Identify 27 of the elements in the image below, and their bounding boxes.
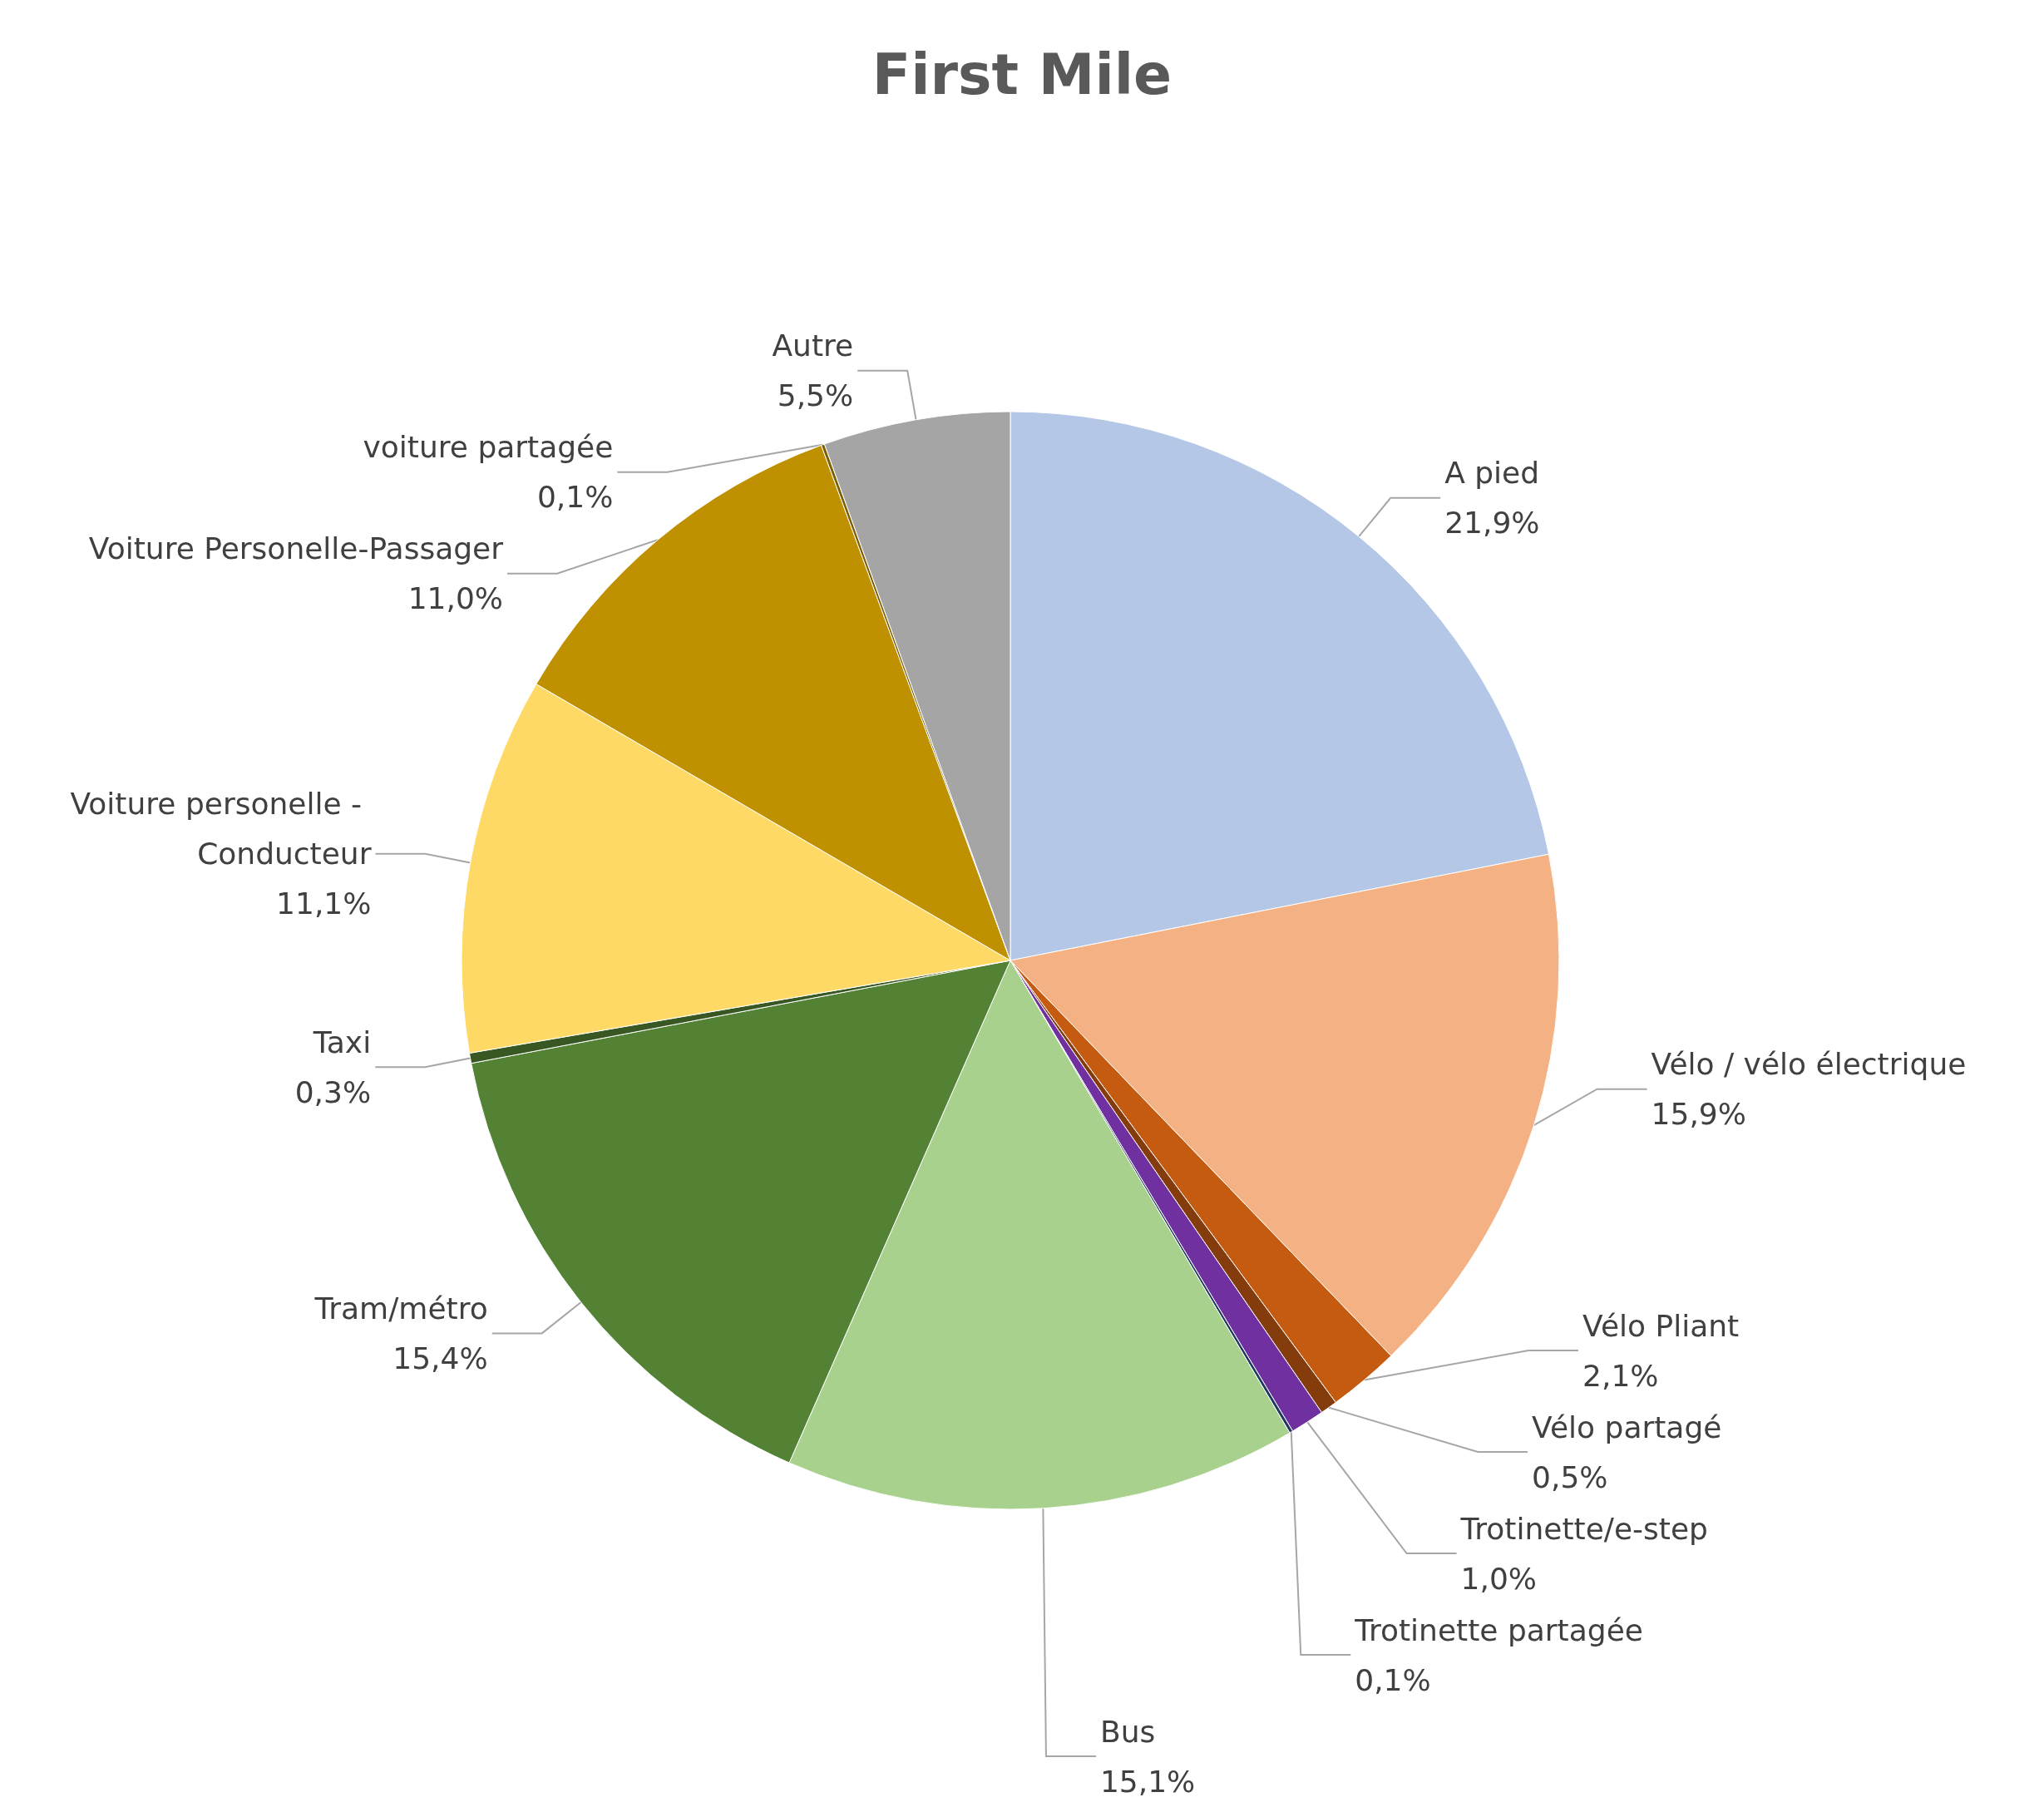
data-label: 15,1%	[1099, 1764, 1196, 1799]
slice-label: Autre	[772, 328, 854, 363]
data-label: 11,0%	[407, 581, 504, 616]
slice-label: Trotinette/e-step	[1459, 1511, 1708, 1546]
slice-label: Vélo partagé	[1532, 1410, 1722, 1444]
data-label: 1,0%	[1460, 1561, 1538, 1596]
slice-label: Taxi	[312, 1024, 372, 1059]
data-label: 0,3%	[294, 1074, 372, 1109]
data-label: 2,1%	[1582, 1358, 1659, 1393]
data-label: 15,4%	[393, 1340, 488, 1375]
slice-label: Trotinette partagée	[1354, 1612, 1643, 1647]
data-label: 21,9%	[1444, 506, 1540, 541]
data-label: 0,1%	[536, 480, 614, 515]
slice-label: Tram/métro	[314, 1291, 488, 1326]
chart-title: First Mile	[871, 41, 1173, 107]
slice-label: Bus	[1099, 1714, 1156, 1749]
slice-label: Vélo Pliant	[1582, 1308, 1740, 1343]
slice-label: voiture partagée	[363, 430, 614, 465]
data-label: 11,1%	[276, 886, 372, 921]
slice-label: Vélo / vélo électrique	[1651, 1047, 1967, 1082]
data-label: 5,5%	[777, 378, 854, 413]
data-label: 15,9%	[1651, 1097, 1746, 1132]
slice-label: Voiture Personelle-Passager	[88, 531, 504, 566]
slice-label: Voiture personelle - Conducteur	[70, 787, 372, 871]
data-label: 0,5%	[1532, 1459, 1608, 1494]
slice-label: A pied	[1444, 456, 1540, 491]
data-label: 0,1%	[1355, 1662, 1431, 1697]
